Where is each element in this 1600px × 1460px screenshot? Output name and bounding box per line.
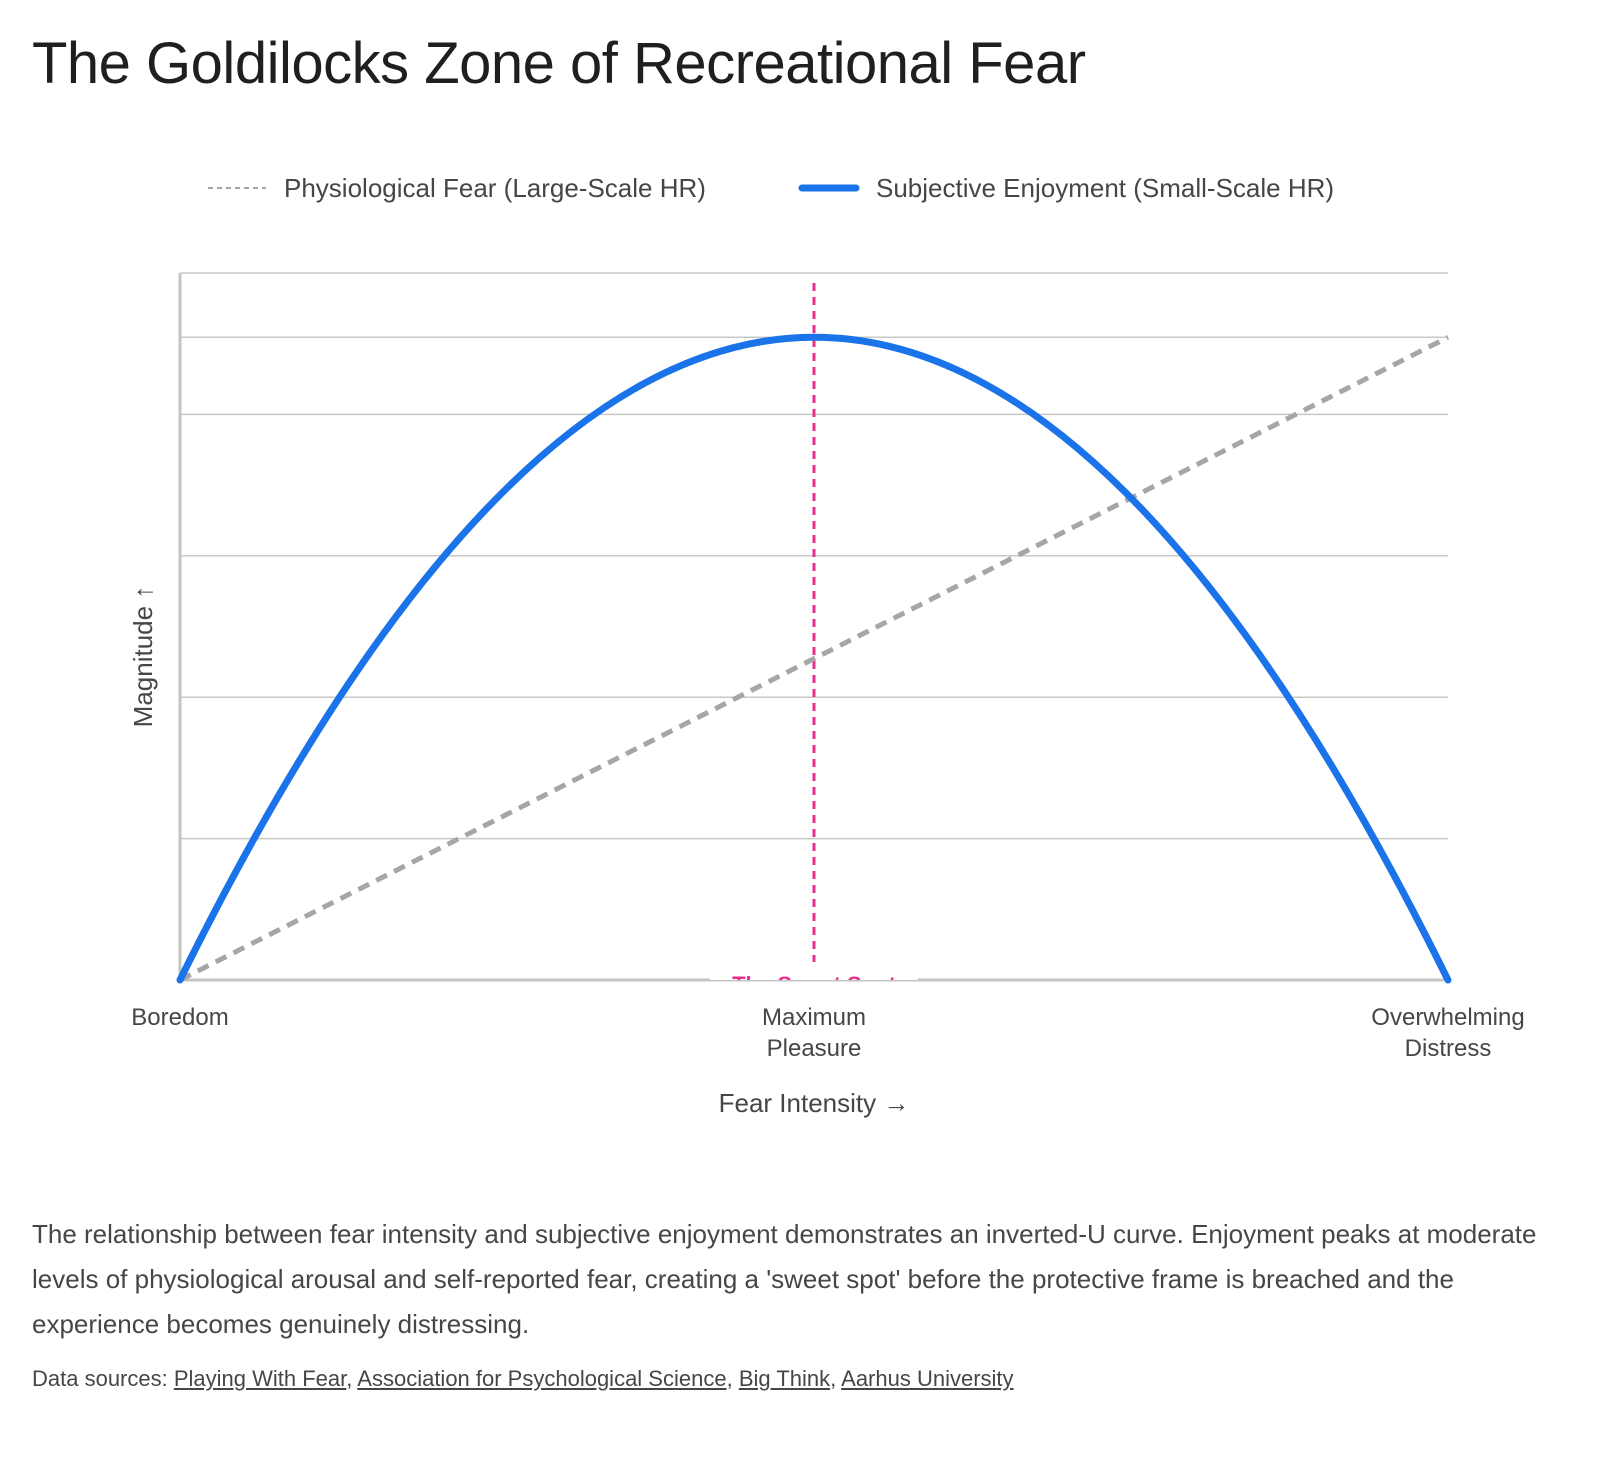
sweet-spot-label-bg	[710, 974, 918, 980]
data-sources-label: Data sources:	[32, 1366, 168, 1391]
y-axis-label: Magnitude ↑	[128, 586, 158, 728]
x-tick-labels: Boredom Maximum Pleasure Overwhelming Distre…	[131, 1004, 1524, 1062]
source-link-association-for-psychological-science[interactable]: Association for Psychological Science	[357, 1366, 727, 1391]
annotations: The Sweet Spot	[710, 283, 918, 997]
x-tick-label-line: Maximum	[762, 1004, 866, 1031]
page-title: The Goldilocks Zone of Recreational Fear	[32, 31, 1086, 96]
source-link-aarhus-university[interactable]: Aarhus University	[841, 1366, 1014, 1391]
data-sources-links: Playing With Fear, Association for Psych…	[173, 1366, 1014, 1391]
x-tick-label-2: Overwhelming Distress	[1371, 1004, 1524, 1062]
legend: Physiological Fear (Large-Scale HR) Subje…	[208, 173, 1334, 203]
data-sources: Data sources: Playing With Fear, Associa…	[32, 1366, 1014, 1392]
x-tick-label-1: Maximum Pleasure	[762, 1004, 866, 1062]
source-link-playing-with-fear[interactable]: Playing With Fear	[173, 1366, 347, 1391]
series-line-enjoyment	[176, 334, 1452, 984]
x-tick-label-line: Overwhelming	[1371, 1004, 1524, 1031]
sweet-spot-label-group: The Sweet Spot	[710, 972, 918, 997]
chart: Physiological Fear (Large-Scale HR) Subje…	[128, 173, 1525, 1118]
legend-label-physiological: Physiological Fear (Large-Scale HR)	[284, 173, 706, 203]
x-tick-label-line: Boredom	[131, 1004, 228, 1031]
x-tick-label-0: Boredom	[131, 1004, 228, 1031]
chart-description: The relationship between fear intensity …	[32, 1219, 1537, 1339]
x-tick-label-line: Pleasure	[767, 1035, 862, 1062]
axis-labels: Fear Intensity → Magnitude ↑	[128, 586, 909, 1118]
x-tick-label-line: Distress	[1405, 1035, 1492, 1062]
legend-label-enjoyment: Subjective Enjoyment (Small-Scale HR)	[876, 173, 1334, 203]
x-axis-label: Fear Intensity →	[719, 1088, 910, 1118]
sweet-spot-label: The Sweet Spot	[732, 972, 896, 997]
series-line-physiological	[178, 335, 1450, 983]
series-group	[176, 334, 1452, 984]
chart-container: Physiological Fear (Large-Scale HR) Subje…	[0, 150, 1600, 1150]
source-link-big-think[interactable]: Big Think	[738, 1366, 831, 1391]
